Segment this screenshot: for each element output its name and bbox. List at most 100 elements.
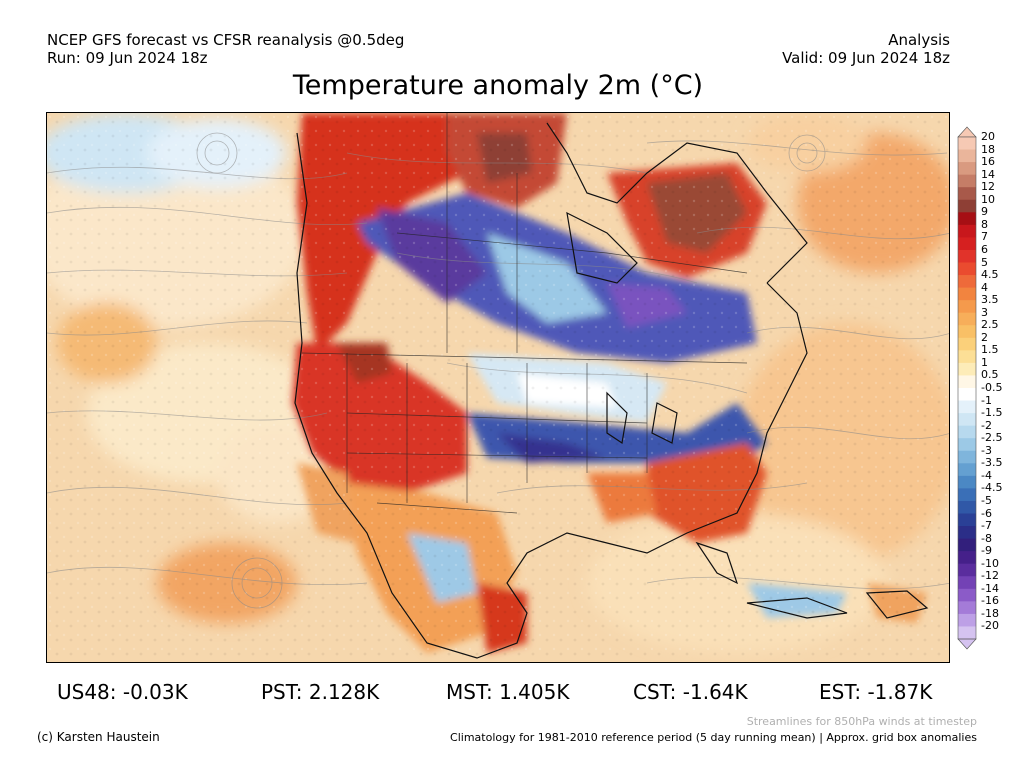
- colorbar-swatch: [958, 388, 976, 402]
- anomaly-map: [46, 112, 950, 663]
- colorbar-swatch: [958, 312, 976, 326]
- colorbar-tick-label: 2: [981, 330, 988, 344]
- political-boundaries: [301, 113, 748, 514]
- colorbar-swatch: [958, 463, 976, 477]
- climatology-note: Climatology for 1981-2010 reference peri…: [450, 731, 977, 744]
- colorbar-tick-label: -6: [981, 506, 992, 520]
- colorbar-swatch: [958, 362, 976, 376]
- colorbar-swatch: [958, 212, 976, 226]
- colorbar-swatch: [958, 563, 976, 577]
- colorbar-tick-label: 1: [981, 355, 988, 369]
- credit: (c) Karsten Haustein: [37, 730, 160, 744]
- colorbar-tick-label: 8: [981, 217, 988, 231]
- colorbar-tick-label: -1: [981, 393, 992, 407]
- colorbar-tick-label: -0.5: [981, 381, 1003, 394]
- streamline-note: Streamlines for 850hPa winds at timestep: [746, 715, 977, 728]
- colorbar-tick-label: -18: [981, 606, 999, 620]
- colorbar-tick-label: -3: [981, 443, 992, 457]
- colorbar-tick-label: -16: [981, 594, 999, 608]
- colorbar-swatch: [958, 187, 976, 201]
- colorbar-tick-label: -1.5: [981, 406, 1003, 420]
- colorbar-swatch: [958, 488, 976, 502]
- colorbar-swatch: [958, 237, 976, 251]
- colorbar-swatch: [958, 551, 976, 565]
- stat-pst: PST: 2.128K: [261, 680, 380, 704]
- colorbar-swatch: [958, 325, 976, 339]
- colorbar-swatch: [958, 149, 976, 163]
- colorbar-swatch: [958, 300, 976, 314]
- colorbar-tick-label: -9: [981, 544, 992, 558]
- colorbar-bottom-arrow: [957, 638, 977, 650]
- colorbar-tick-label: -14: [981, 581, 999, 595]
- colorbar-graphic: [957, 126, 977, 650]
- colorbar-tick-label: 0.5: [981, 368, 999, 382]
- colorbar-outline: [957, 136, 977, 640]
- colorbar-tick-label: -2: [981, 418, 992, 432]
- colorbar: [957, 126, 977, 650]
- colorbar-tick-label: 18: [981, 142, 995, 156]
- colorbar-tick-label: 20: [981, 130, 995, 143]
- colorbar-swatch: [958, 475, 976, 489]
- colorbar-swatch: [958, 613, 976, 627]
- colorbar-swatch: [958, 538, 976, 552]
- stat-cst: CST: -1.64K: [633, 680, 748, 704]
- colorbar-tick-label: -4.5: [981, 481, 1003, 495]
- colorbar-swatch: [958, 249, 976, 263]
- colorbar-tick-label: -8: [981, 531, 992, 545]
- header-left: NCEP GFS forecast vs CFSR reanalysis @0.…: [47, 31, 404, 67]
- colorbar-swatch: [958, 174, 976, 188]
- colorbar-swatch: [958, 576, 976, 590]
- analysis-label: Analysis: [888, 31, 950, 49]
- colorbar-swatch: [958, 526, 976, 540]
- colorbar-swatch: [958, 137, 976, 151]
- colorbar-swatch: [958, 425, 976, 439]
- colorbar-swatch: [958, 162, 976, 176]
- colorbar-tick-label: -3.5: [981, 456, 1003, 470]
- colorbar-swatch: [958, 199, 976, 213]
- colorbar-swatch: [958, 450, 976, 464]
- colorbar-tick-label: 14: [981, 167, 995, 181]
- colorbar-swatch: [958, 224, 976, 238]
- colorbar-tick-label: 4: [981, 280, 988, 294]
- colorbar-swatch: [958, 438, 976, 452]
- colorbar-tick-label: 4.5: [981, 268, 999, 282]
- stat-us48: US48: -0.03K: [57, 680, 188, 704]
- colorbar-tick-label: 1.5: [981, 343, 999, 357]
- run-time: Run: 09 Jun 2024 18z: [47, 49, 208, 67]
- colorbar-swatch: [958, 375, 976, 389]
- colorbar-swatch: [958, 626, 976, 640]
- colorbar-tick-label: 16: [981, 155, 995, 169]
- valid-time: Valid: 09 Jun 2024 18z: [782, 49, 950, 67]
- colorbar-tick-label: -12: [981, 569, 999, 583]
- coastlines: [294, 122, 929, 659]
- header-right: Analysis Valid: 09 Jun 2024 18z: [782, 31, 950, 67]
- colorbar-tick-label: 3: [981, 305, 988, 319]
- colorbar-tick-label: -5: [981, 493, 992, 507]
- colorbar-swatch: [958, 588, 976, 602]
- colorbar-tick-label: 10: [981, 192, 995, 206]
- colorbar-swatch: [958, 400, 976, 414]
- colorbar-swatch: [958, 337, 976, 351]
- colorbar-top-arrow: [957, 126, 977, 138]
- colorbar-swatch: [958, 500, 976, 514]
- colorbar-swatch: [958, 413, 976, 427]
- colorbar-swatch: [958, 513, 976, 527]
- model-description: NCEP GFS forecast vs CFSR reanalysis @0.…: [47, 31, 405, 49]
- colorbar-tick-label: -10: [981, 556, 999, 570]
- colorbar-swatch: [958, 350, 976, 364]
- colorbar-swatch: [958, 262, 976, 276]
- map-title: Temperature anomaly 2m (°C): [292, 70, 704, 101]
- stat-mst: MST: 1.405K: [446, 680, 570, 704]
- colorbar-tick-label: 2.5: [981, 318, 999, 332]
- colorbar-tick-label: 3.5: [981, 293, 999, 307]
- colorbar-tick-label: 5: [981, 255, 988, 269]
- region-stats: US48: -0.03K PST: 2.128K MST: 1.405K CST…: [0, 680, 1024, 706]
- colorbar-tick-label: 12: [981, 180, 995, 194]
- anomaly-map-graphic: [47, 113, 949, 662]
- colorbar-tick-label: 9: [981, 205, 988, 219]
- colorbar-tick-label: -4: [981, 468, 992, 482]
- colorbar-tick-label: 7: [981, 230, 988, 244]
- colorbar-tick-label: -2.5: [981, 431, 1003, 445]
- stat-est: EST: -1.87K: [819, 680, 933, 704]
- colorbar-tick-label: 6: [981, 242, 988, 256]
